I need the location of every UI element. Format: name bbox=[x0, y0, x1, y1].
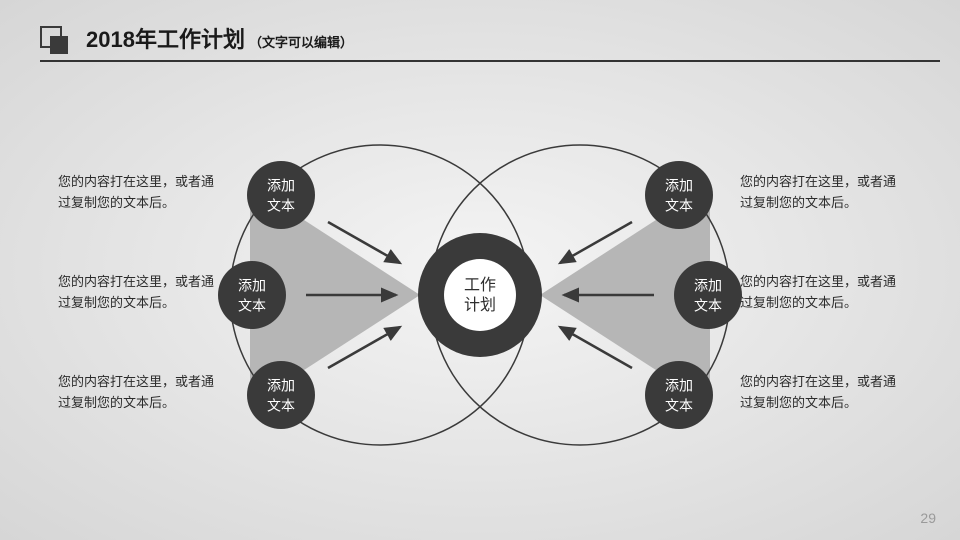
header-icon-front-square bbox=[50, 36, 68, 54]
slide-header: 2018年工作计划 （文字可以编辑） bbox=[40, 22, 920, 54]
node-l3 bbox=[247, 361, 315, 429]
desc-l3: 您的内容打在这里，或者通过复制您的文本后。 bbox=[58, 372, 223, 414]
center-inner bbox=[444, 259, 516, 331]
node-r1-label2: 文本 bbox=[665, 198, 693, 214]
node-l2 bbox=[218, 261, 286, 329]
node-l2-label1: 添加 bbox=[238, 278, 266, 294]
node-l1-label2: 文本 bbox=[267, 198, 295, 214]
page-number: 29 bbox=[920, 510, 936, 526]
node-r1 bbox=[645, 161, 713, 229]
center-label-1: 工作 bbox=[464, 276, 496, 294]
node-r3-label1: 添加 bbox=[665, 378, 693, 394]
desc-l1: 您的内容打在这里，或者通过复制您的文本后。 bbox=[58, 172, 223, 214]
node-l3-label2: 文本 bbox=[267, 398, 295, 414]
node-r2-label2: 文本 bbox=[694, 298, 722, 314]
node-l3-label1: 添加 bbox=[267, 378, 295, 394]
slide: 2018年工作计划 （文字可以编辑） 工作 计划 bbox=[0, 0, 960, 540]
node-l2-label2: 文本 bbox=[238, 298, 266, 314]
work-plan-diagram: 工作 计划 添加文本添加文本添加文本添加文本添加文本添加文本 您的内容打在这里，… bbox=[50, 120, 910, 500]
desc-r2: 您的内容打在这里，或者通过复制您的文本后。 bbox=[740, 272, 905, 314]
slide-subtitle: （文字可以编辑） bbox=[249, 32, 353, 51]
node-r3-label2: 文本 bbox=[665, 398, 693, 414]
node-l1 bbox=[247, 161, 315, 229]
center-label-2: 计划 bbox=[464, 296, 496, 314]
desc-l2: 您的内容打在这里，或者通过复制您的文本后。 bbox=[58, 272, 223, 314]
node-r3 bbox=[645, 361, 713, 429]
desc-r1: 您的内容打在这里，或者通过复制您的文本后。 bbox=[740, 172, 905, 214]
node-r2 bbox=[674, 261, 742, 329]
title-rule bbox=[40, 60, 940, 62]
slide-title: 2018年工作计划 bbox=[86, 22, 245, 54]
header-squares-icon bbox=[40, 26, 68, 54]
desc-r3: 您的内容打在这里，或者通过复制您的文本后。 bbox=[740, 372, 905, 414]
title-wrap: 2018年工作计划 （文字可以编辑） bbox=[86, 22, 353, 54]
node-r2-label1: 添加 bbox=[694, 278, 722, 294]
node-l1-label1: 添加 bbox=[267, 178, 295, 194]
node-r1-label1: 添加 bbox=[665, 178, 693, 194]
